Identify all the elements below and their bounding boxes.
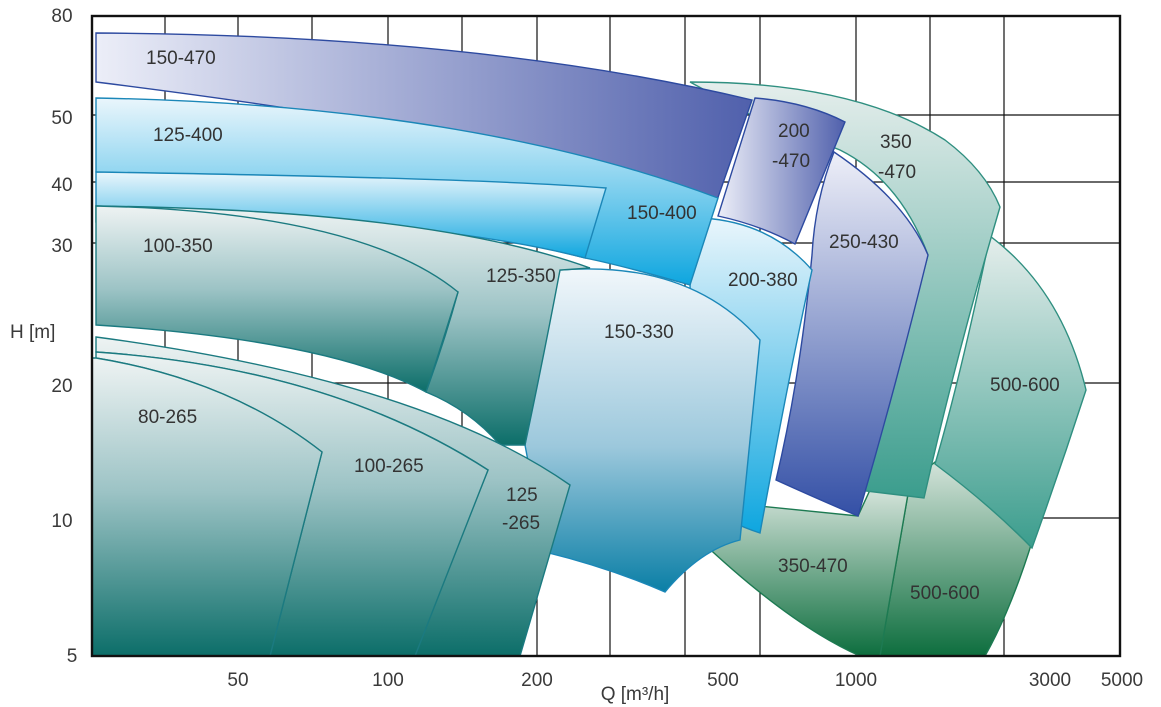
label-250-430: 250-430 xyxy=(829,232,899,253)
region-100-350 xyxy=(95,205,459,394)
label-350-470-mint-line1: 350 xyxy=(880,132,912,153)
region-250-430 xyxy=(775,150,929,517)
x-tick-label: 500 xyxy=(707,670,739,691)
y-axis-title: H [m] xyxy=(10,322,55,343)
x-tick-label: 200 xyxy=(521,670,553,691)
region-500-600-mint xyxy=(934,234,1087,550)
region-350-470-mint xyxy=(689,81,1001,499)
label-350-470-mint-line2: -470 xyxy=(878,162,916,183)
region-80-265 xyxy=(91,357,323,657)
y-tick-label: 80 xyxy=(51,6,72,27)
label-125-400: 125-400 xyxy=(153,125,223,146)
x-axis-title: Q [m³/h] xyxy=(601,684,670,705)
y-tick-label: 50 xyxy=(51,108,72,129)
x-tick-label: 50 xyxy=(227,670,248,691)
region-150-330 xyxy=(524,268,761,593)
x-tick-label: 100 xyxy=(372,670,404,691)
label-200-470-line2: -470 xyxy=(772,151,810,172)
label-100-350: 100-350 xyxy=(143,236,213,257)
label-150-330: 150-330 xyxy=(604,322,674,343)
label-125-350: 125-350 xyxy=(486,266,556,287)
x-axis-ticks: 50 100 200 500 1000 3000 5000 xyxy=(227,670,1143,691)
y-tick-label: 30 xyxy=(51,236,72,257)
label-150-400: 150-400 xyxy=(627,203,697,224)
x-tick-label: 3000 xyxy=(1029,670,1071,691)
label-125-265-line2: -265 xyxy=(502,513,540,534)
label-125-265-line1: 125 xyxy=(506,485,538,506)
label-200-470-line1: 200 xyxy=(778,121,810,142)
plot-frame xyxy=(90,14,1122,658)
region-200-470 xyxy=(717,97,846,245)
label-150-470: 150-470 xyxy=(146,48,216,69)
label-350-470-mint: 350 -470 xyxy=(878,132,917,183)
y-tick-label: 5 xyxy=(67,646,78,667)
y-axis-ticks: 80 50 40 30 20 10 5 xyxy=(51,6,77,667)
label-200-470: 200 -470 xyxy=(772,121,815,172)
label-200-380: 200-380 xyxy=(728,270,798,291)
label-100-265: 100-265 xyxy=(354,456,424,477)
y-tick-label: 20 xyxy=(51,376,72,397)
x-tick-label: 5000 xyxy=(1101,670,1143,691)
y-tick-label: 10 xyxy=(51,511,72,532)
label-350-470-green: 350-470 xyxy=(778,556,848,577)
region-labels: 150-470 125-400 100-350 125-350 150-400 … xyxy=(138,48,1060,604)
region-350-470-green xyxy=(699,489,909,657)
y-tick-label: 40 xyxy=(51,175,72,196)
label-125-265: 125 -265 xyxy=(502,485,543,534)
label-500-600-mint: 500-600 xyxy=(990,375,1060,396)
label-80-265: 80-265 xyxy=(138,407,197,428)
label-500-600-green: 500-600 xyxy=(910,583,980,604)
regions xyxy=(91,32,1087,657)
x-tick-label: 1000 xyxy=(835,670,877,691)
